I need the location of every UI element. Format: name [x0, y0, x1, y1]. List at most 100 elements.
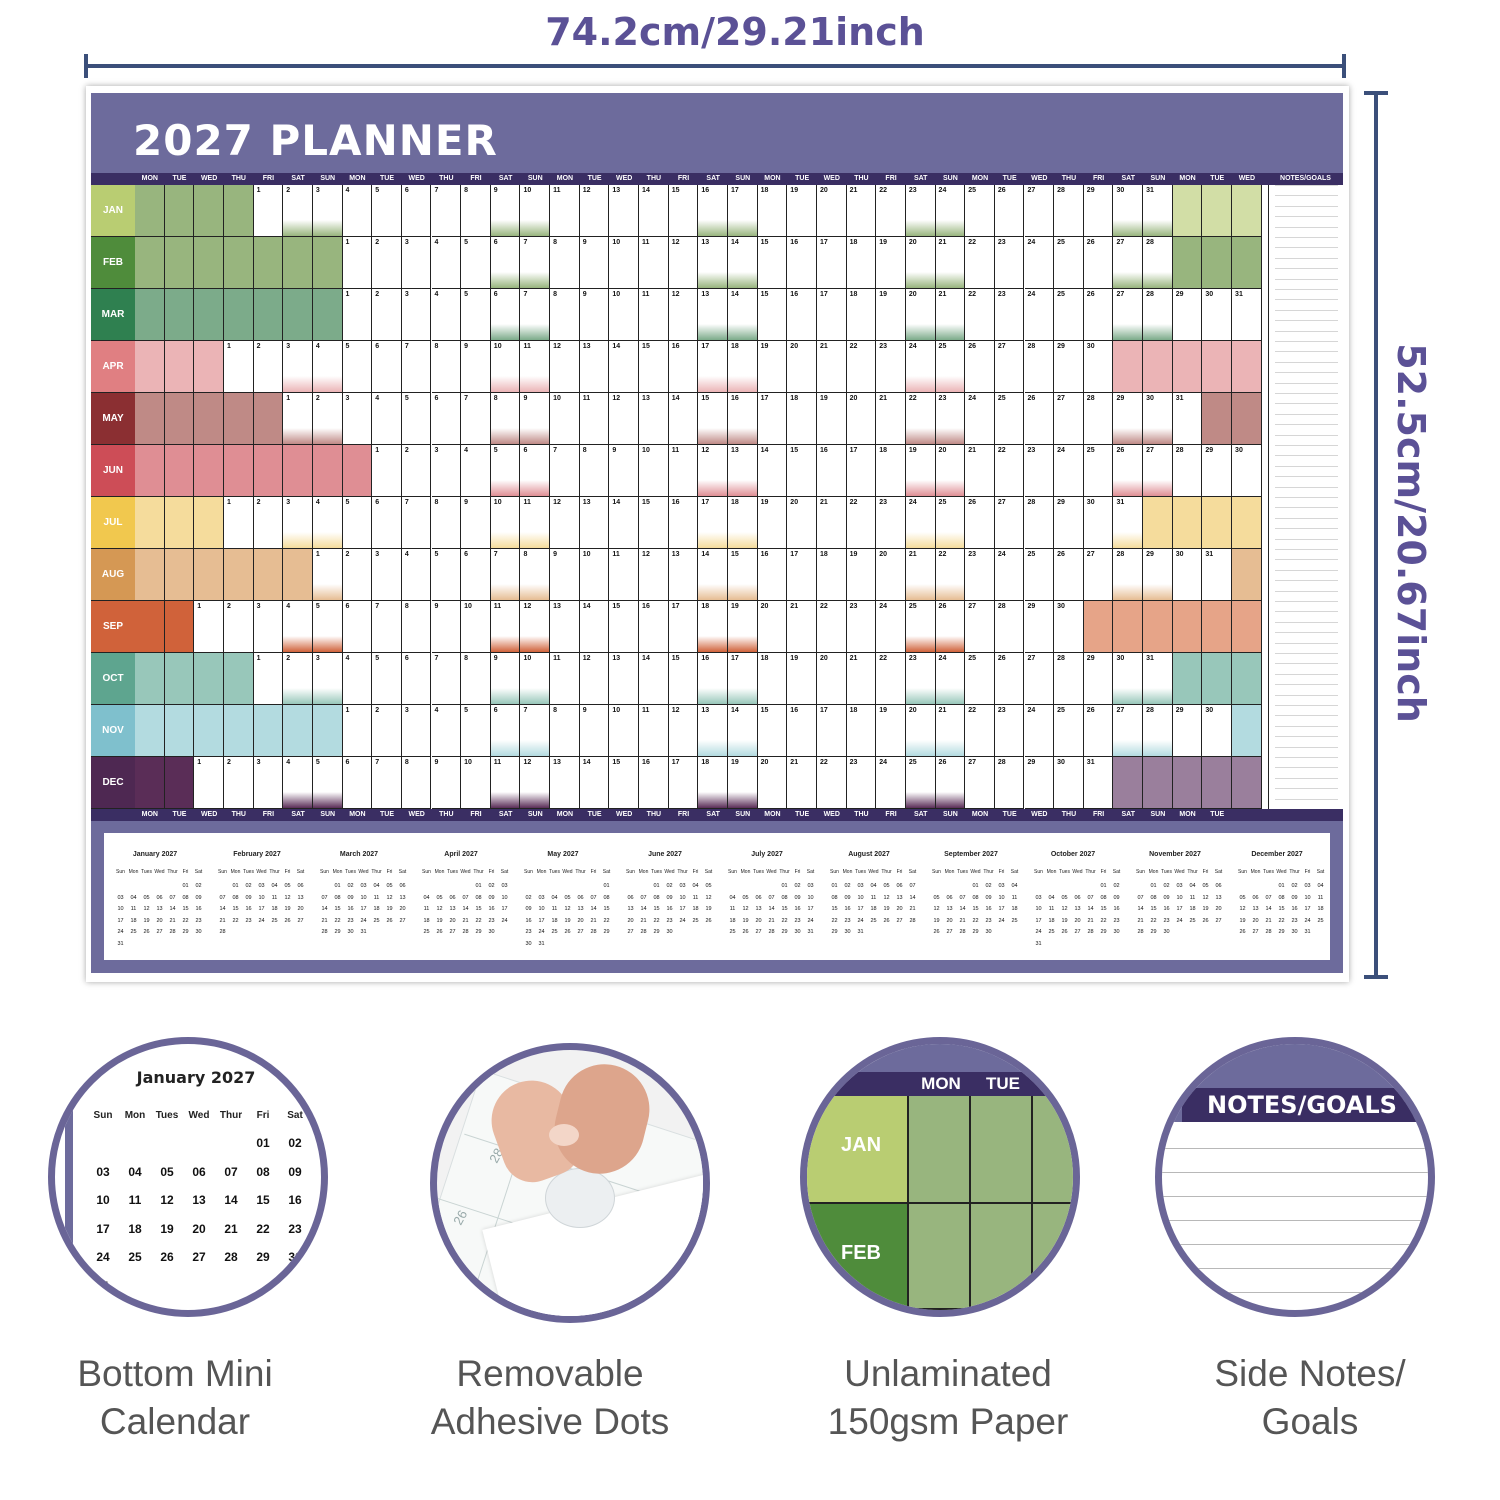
- day-number: 5: [315, 603, 320, 610]
- mini-month: June 2027 Sun Mon Tues Wed Thur Fri Sat 01 02 03 04…: [614, 833, 716, 960]
- day-number: 9: [582, 707, 587, 714]
- mini-day: 09: [666, 894, 673, 901]
- mini-day: 25: [1317, 917, 1324, 924]
- day-number: 6: [404, 187, 409, 194]
- month-label-jun: JUN: [91, 445, 135, 497]
- weekend-tint: [698, 636, 727, 652]
- mini-day: 02: [985, 883, 992, 889]
- day-cell: 11: [490, 601, 521, 653]
- day-cell: 11: [609, 549, 640, 601]
- day-cell: [1232, 705, 1262, 757]
- zoom-day-header: TUE: [986, 1074, 1020, 1093]
- zoom-day: 03: [96, 1164, 110, 1179]
- mini-day: 04: [692, 883, 699, 889]
- zoom-day: 02: [288, 1136, 302, 1150]
- weekend-tint: [698, 480, 727, 496]
- caption-line: Goals: [1261, 1401, 1359, 1442]
- mini-day: 06: [1074, 894, 1081, 901]
- mini-day: 08: [831, 894, 838, 901]
- day-number: 13: [553, 603, 561, 610]
- day-cell: 2: [312, 393, 343, 445]
- day-cell: 4: [342, 653, 373, 705]
- day-cell: 14: [639, 653, 669, 705]
- day-cell: 1: [283, 393, 313, 445]
- mini-day: 04: [1189, 883, 1196, 889]
- mini-day: 03: [998, 883, 1005, 889]
- zoom-weekday: Wed: [188, 1110, 210, 1121]
- day-cell: 29: [1172, 705, 1203, 757]
- mini-day: 30: [985, 929, 992, 935]
- mini-day: 24: [998, 917, 1005, 924]
- zoom-day: 06: [192, 1164, 206, 1179]
- notes-line: [1275, 486, 1338, 488]
- day-cell: [194, 653, 224, 705]
- day-cell: 17: [757, 393, 788, 445]
- day-number: 15: [671, 655, 680, 662]
- day-cell: 11: [639, 237, 669, 289]
- day-number: 29: [1057, 499, 1065, 506]
- day-number: 3: [256, 759, 261, 766]
- height-dimension-cap-top: [1364, 91, 1388, 95]
- notes-line: [1275, 445, 1338, 446]
- day-cell: 13: [698, 705, 728, 757]
- day-number: 31: [1086, 759, 1095, 766]
- day-cell: [1172, 341, 1203, 393]
- day-cell: 30: [1113, 185, 1144, 237]
- weekend-tint: [490, 480, 520, 496]
- mini-weekday: Wed: [970, 869, 981, 875]
- zoom-day: 22: [256, 1221, 270, 1236]
- day-number: 6: [404, 655, 409, 662]
- day-cell: 3: [283, 497, 313, 549]
- day-number: 12: [642, 551, 650, 558]
- day-number: 29: [1175, 291, 1184, 298]
- day-number: 6: [493, 707, 498, 714]
- day-cell: 12: [520, 601, 551, 653]
- mini-day: 06: [449, 894, 456, 901]
- day-number: 31: [1146, 187, 1154, 194]
- day-cell: 25: [1054, 289, 1084, 341]
- day-number: 15: [790, 447, 799, 454]
- day-number: 2: [256, 343, 261, 350]
- mini-day: 14: [640, 906, 647, 912]
- mini-day: 24: [258, 917, 265, 924]
- day-number: 20: [819, 655, 828, 662]
- mini-day: 14: [321, 906, 328, 912]
- mini-day: 10: [117, 906, 124, 912]
- day-number: 21: [819, 343, 828, 350]
- day-number: 20: [819, 187, 828, 194]
- mini-day: 26: [1239, 929, 1246, 935]
- mini-day: 10: [1035, 906, 1042, 912]
- mini-day: 05: [1239, 894, 1246, 901]
- day-number: 8: [434, 499, 439, 506]
- mini-day: 04: [1011, 883, 1018, 889]
- mini-month-title: December 2027: [1251, 851, 1303, 858]
- mini-day: 31: [807, 929, 814, 935]
- day-cell: 23: [935, 393, 966, 445]
- caption-line: Unlaminated: [844, 1353, 1052, 1394]
- day-cell: 22: [994, 445, 1025, 497]
- day-number: 21: [790, 759, 799, 766]
- mini-day: 24: [501, 917, 508, 924]
- mini-day: 10: [1176, 894, 1183, 901]
- day-cell: 29: [1202, 445, 1233, 497]
- day-number: 26: [968, 343, 976, 350]
- weekend-tint: [520, 584, 550, 600]
- day-cell: 23: [876, 341, 906, 393]
- mini-day: 29: [475, 929, 482, 935]
- day-cell: [1232, 185, 1262, 237]
- day-cell: 4: [342, 185, 373, 237]
- mini-day: 05: [436, 894, 443, 901]
- day-header: MON: [141, 175, 158, 182]
- height-dimension-line: [1374, 93, 1378, 977]
- day-cell: [1143, 341, 1173, 393]
- day-number: 28: [1146, 291, 1154, 298]
- day-number: 22: [879, 187, 888, 194]
- weekend-tint: [520, 272, 550, 288]
- bottom-day-header: WED: [1031, 811, 1048, 818]
- day-cell: [135, 653, 165, 705]
- day-number: 9: [582, 291, 587, 298]
- day-number: 24: [938, 655, 947, 662]
- mini-day: 19: [1202, 906, 1209, 912]
- mini-day: 01: [1150, 883, 1157, 889]
- day-number: 29: [1057, 343, 1065, 350]
